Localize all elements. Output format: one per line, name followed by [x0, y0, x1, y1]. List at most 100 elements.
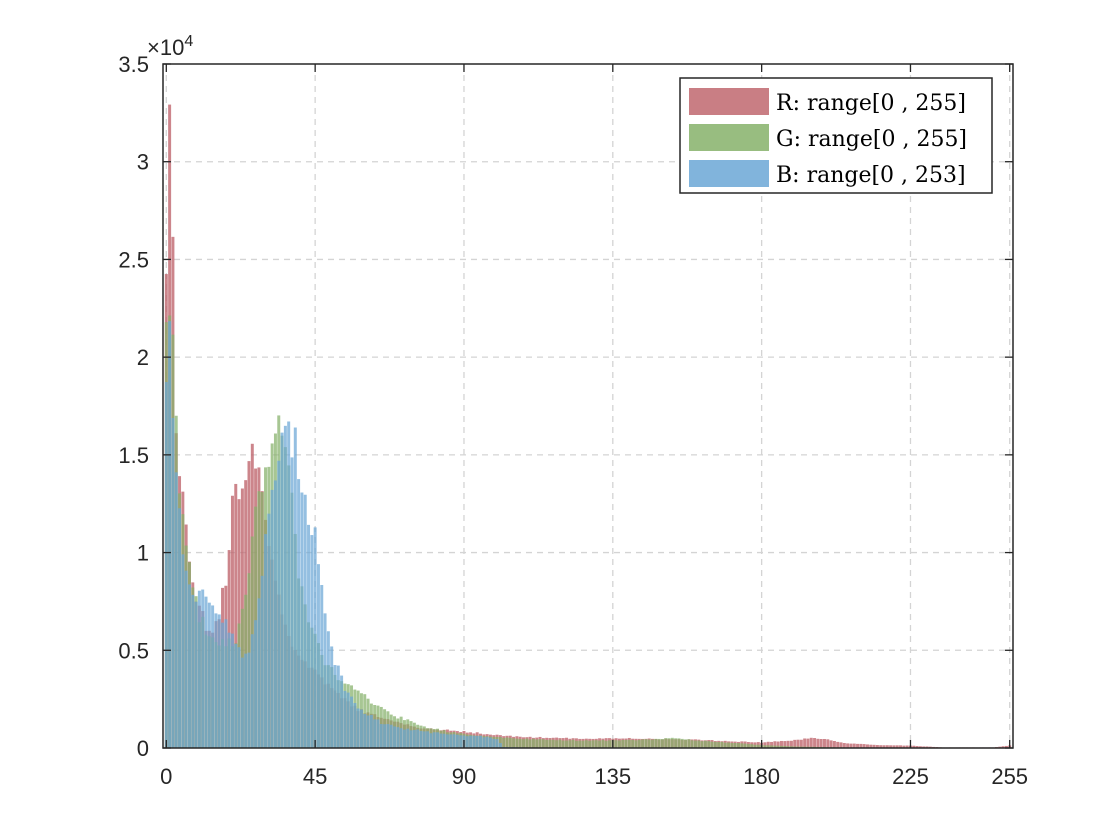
bar-g-133 — [604, 740, 608, 748]
bar-g-159 — [690, 740, 694, 748]
bar-r-254 — [1004, 745, 1008, 748]
bar-b-25 — [247, 652, 251, 748]
bar-b-53 — [340, 675, 344, 748]
bar-b-54 — [343, 690, 347, 748]
bar-b-12 — [204, 596, 208, 748]
bar-b-31 — [267, 513, 271, 748]
bar-g-142 — [634, 740, 638, 748]
bar-g-120 — [561, 740, 565, 748]
bar-b-20 — [230, 633, 234, 748]
bar-g-128 — [588, 740, 592, 748]
bar-b-62 — [369, 714, 373, 748]
bar-r-222 — [899, 745, 903, 748]
bar-b-1 — [168, 321, 172, 748]
bar-g-173 — [737, 743, 740, 748]
bar-g-181 — [763, 745, 767, 748]
bar-g-105 — [512, 738, 516, 748]
bar-r-182 — [766, 741, 770, 748]
bar-g-126 — [581, 740, 585, 748]
bar-b-49 — [326, 631, 330, 748]
bar-r-199 — [822, 738, 826, 748]
axis-ticks — [163, 63, 1013, 749]
bar-b-9 — [194, 601, 198, 748]
x-tick-label-1: 45 — [303, 764, 327, 789]
bar-b-87 — [452, 734, 456, 748]
bar-b-11 — [201, 589, 205, 748]
bar-b-5 — [181, 554, 185, 748]
bar-b-56 — [350, 696, 354, 748]
bar-b-27 — [254, 620, 258, 748]
bar-b-39 — [293, 427, 297, 748]
bar-g-124 — [574, 740, 578, 748]
bar-g-165 — [710, 741, 714, 748]
bar-b-51 — [333, 665, 337, 748]
bar-b-78 — [422, 731, 426, 748]
bar-g-109 — [525, 738, 529, 748]
bar-g-129 — [591, 740, 595, 748]
legend-swatch-g — [689, 124, 769, 151]
bar-g-144 — [641, 739, 645, 748]
bar-r-185 — [776, 741, 780, 748]
bar-g-153 — [670, 737, 674, 748]
bar-b-95 — [479, 735, 482, 748]
y-axis-exponent: ×104 — [147, 33, 193, 60]
bar-g-122 — [568, 740, 572, 748]
bar-r-191 — [796, 739, 800, 748]
bar-g-103 — [505, 737, 509, 748]
bar-g-191 — [796, 746, 800, 748]
bar-r-230 — [925, 746, 929, 748]
bar-r-187 — [783, 741, 787, 748]
bar-b-45 — [313, 527, 317, 748]
x-axis-tick-labels: 0 45 90 135 180 225 255 — [160, 764, 1028, 789]
bar-r-204 — [839, 742, 843, 748]
bar-r-198 — [819, 739, 823, 748]
bar-b-100 — [495, 739, 499, 748]
legend-label-r: R: range[0 , 255] — [776, 91, 966, 116]
bar-b-81 — [432, 732, 436, 748]
bar-b-7 — [187, 584, 191, 748]
bar-g-163 — [703, 740, 707, 748]
bar-b-99 — [492, 738, 496, 748]
bar-g-116 — [548, 739, 552, 748]
legend-label-g: G: range[0 , 255] — [776, 127, 967, 152]
y-tick-label-6: 3 — [137, 150, 149, 175]
bar-g-137 — [617, 740, 621, 748]
grid-lines — [163, 64, 1013, 748]
bar-g-132 — [601, 740, 605, 748]
bar-g-177 — [750, 744, 754, 748]
bar-g-114 — [541, 739, 545, 748]
bar-b-88 — [455, 734, 459, 748]
bar-b-29 — [260, 575, 264, 748]
bar-b-18 — [224, 619, 228, 748]
bar-g-179 — [756, 744, 760, 748]
bar-g-101 — [498, 737, 502, 748]
bar-r-194 — [806, 738, 810, 748]
bar-b-48 — [323, 613, 327, 748]
bar-g-146 — [647, 739, 651, 748]
bar-g-110 — [528, 739, 532, 748]
bar-b-65 — [379, 724, 383, 748]
bar-r-218 — [885, 745, 889, 748]
bar-b-83 — [439, 733, 443, 748]
bar-r-215 — [875, 745, 879, 748]
bar-g-188 — [786, 746, 790, 748]
bar-b-42 — [303, 494, 307, 748]
bar-b-21 — [234, 643, 238, 748]
bar-g-176 — [746, 744, 750, 748]
bar-b-74 — [409, 730, 413, 748]
bar-b-73 — [406, 728, 410, 748]
bar-b-19 — [227, 632, 231, 748]
bar-g-121 — [565, 740, 568, 748]
bar-b-13 — [207, 602, 211, 748]
bar-g-111 — [531, 738, 535, 748]
bar-b-17 — [221, 622, 225, 748]
bar-g-140 — [627, 739, 631, 748]
bar-g-182 — [766, 745, 770, 748]
bar-g-136 — [614, 740, 618, 748]
bar-g-156 — [680, 738, 684, 748]
bar-r-211 — [862, 744, 866, 748]
bar-b-6 — [184, 570, 188, 748]
bar-g-168 — [720, 741, 724, 748]
bar-g-167 — [717, 742, 721, 748]
